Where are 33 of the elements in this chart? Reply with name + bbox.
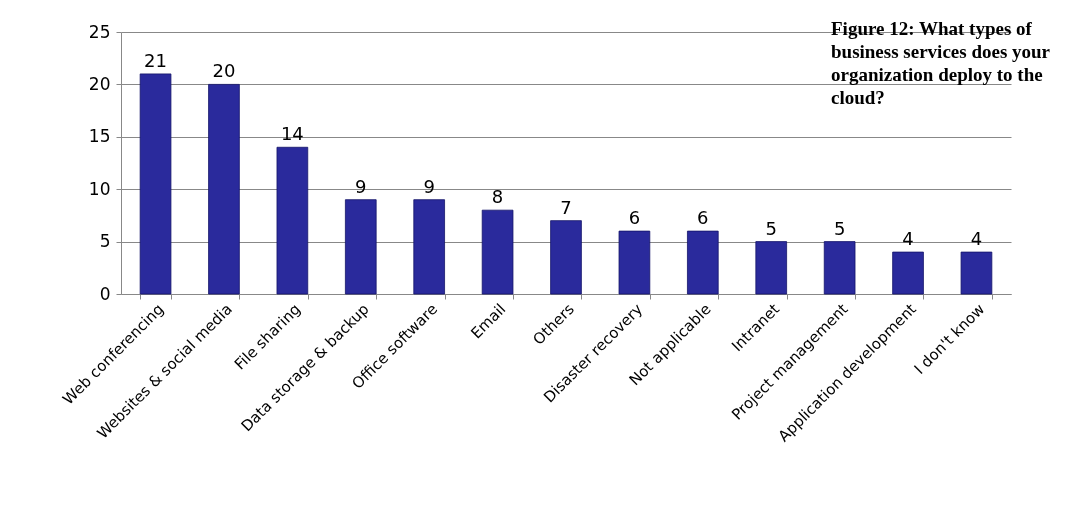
text: Figure 12: What types of business services does your organization deploy to the cloud? <box>831 18 1051 108</box>
data-label: 21 <box>144 49 167 71</box>
data-label: 9 <box>355 175 367 197</box>
bar <box>755 241 788 295</box>
data-label: 7 <box>560 196 572 218</box>
data-label: 20 <box>212 60 236 82</box>
data-label: 8 <box>491 186 504 208</box>
data-label: 14 <box>280 123 304 145</box>
bar <box>892 251 924 295</box>
y-tick-label: 20 <box>88 73 111 94</box>
bar <box>344 199 377 295</box>
bar <box>139 73 172 295</box>
bar <box>481 209 514 295</box>
data-label: 6 <box>628 207 641 229</box>
y-tick-label: 25 <box>88 21 111 42</box>
bar <box>618 230 651 295</box>
y-tick-label: 0 <box>99 283 111 304</box>
data-label: 4 <box>902 228 914 250</box>
y-tick-label: 15 <box>88 126 111 147</box>
bar <box>687 230 719 295</box>
data-label: 5 <box>833 217 846 239</box>
bar <box>960 251 993 295</box>
data-label: 5 <box>765 217 777 239</box>
data-label: 9 <box>423 175 435 197</box>
data-label: 6 <box>697 207 709 229</box>
y-tick-label: 5 <box>99 231 111 252</box>
bar <box>276 146 309 295</box>
data-label: 4 <box>970 228 983 250</box>
bar <box>208 84 240 295</box>
bar <box>550 220 582 295</box>
bar <box>823 241 856 295</box>
y-tick-label: 10 <box>88 178 111 199</box>
bar <box>413 199 445 295</box>
